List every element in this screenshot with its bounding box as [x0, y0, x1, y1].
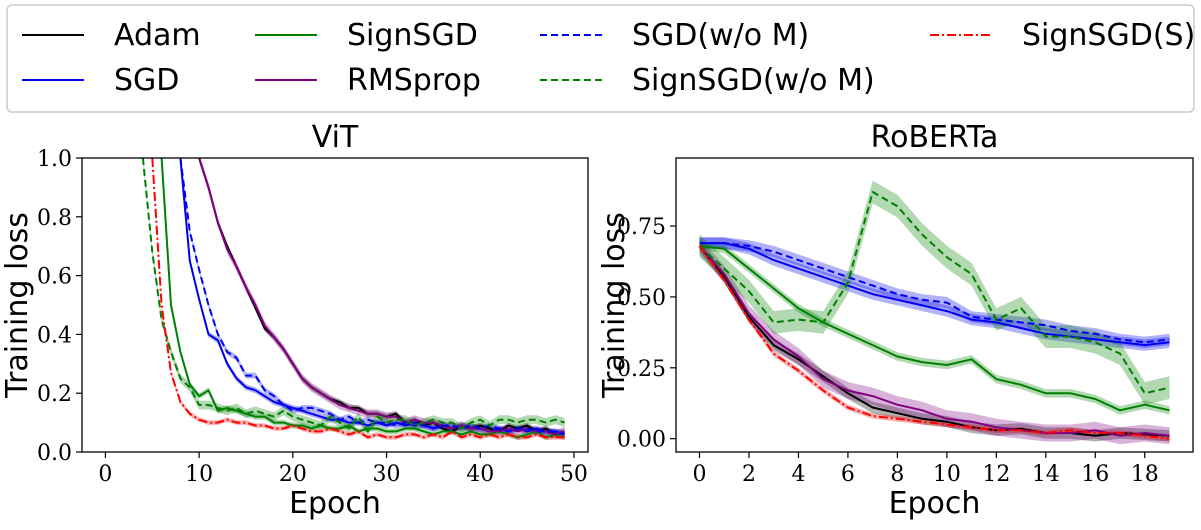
- band-adam: [199, 158, 565, 438]
- x-tick-label: 20: [279, 462, 307, 487]
- x-tick-label: 0: [693, 462, 707, 487]
- plot-area: [141, 158, 565, 441]
- legend-label-adam: Adam: [114, 18, 201, 53]
- band-sgd: [180, 158, 565, 438]
- series-line-signsgd: [160, 158, 565, 439]
- band-signsgd: [161, 158, 565, 441]
- x-tick-label: 16: [1081, 462, 1109, 487]
- x-tick-label: 4: [791, 462, 805, 487]
- series-line-rmsprop: [198, 158, 565, 436]
- band-signsgd-w-o-m: [699, 180, 1170, 405]
- plot-area: [698, 180, 1170, 445]
- y-axis-label: Training loss: [0, 212, 35, 399]
- series-line-signsgd-w-o-m: [141, 158, 565, 433]
- x-tick-label: 30: [373, 462, 401, 487]
- x-tick-label: 12: [982, 462, 1010, 487]
- chart-title: RoBERTa: [871, 120, 999, 155]
- legend-label-signsgd-s: SignSGD(S): [1022, 18, 1195, 53]
- series-line-signsgd-w-o-m: [698, 191, 1170, 395]
- y-axis-label: Training loss: [597, 212, 632, 399]
- y-tick-label: 0.4: [37, 323, 72, 348]
- vit-subplot: 0 10 20 30 40 50 0.0 0.2 0.4 0.6 0.8 1.0 ViT Epoch Tra…: [0, 120, 589, 521]
- x-tick-label: 14: [1032, 462, 1060, 487]
- x-tick-label: 18: [1131, 462, 1159, 487]
- x-tick-label: 0: [98, 462, 112, 487]
- x-tick-label: 50: [560, 462, 588, 487]
- roberta-subplot: 0 2 4 6 8 10 12 14 16 18 0.00 0.25 0.50 0.75 RoBERTa Ep…: [597, 120, 1194, 521]
- x-tick-label: 2: [742, 462, 756, 487]
- x-axis-label: Epoch: [289, 486, 381, 521]
- series-line-signsgd-s: [151, 158, 565, 439]
- y-tick-label: 0.25: [617, 357, 666, 382]
- series-line-rmsprop: [698, 245, 1170, 437]
- legend-label-rmsprop: RMSprop: [347, 63, 481, 98]
- series-line-sgd-w-o-m: [699, 242, 1170, 344]
- y-tick-label: 0.50: [617, 286, 666, 311]
- series-line-sgd: [179, 158, 565, 436]
- x-axis-label: Epoch: [889, 486, 981, 521]
- axes-frame: [81, 157, 589, 453]
- series-line-sgd-w-o-m: [179, 158, 565, 436]
- x-tick-label: 40: [466, 462, 494, 487]
- y-tick-label: 0.75: [617, 215, 666, 240]
- chart-title: ViT: [312, 120, 359, 155]
- legend: Adam SGD SignSGD RMSprop SGD(w/o M) SignSGD(w…: [6, 4, 1195, 113]
- legend-label-sgd-w-o-m: SGD(w/o M): [632, 18, 809, 53]
- y-tick-label: 0.6: [37, 265, 72, 290]
- legend-label-signsgd-w-o-m: SignSGD(w/o M): [632, 63, 875, 98]
- axes-frame: [675, 157, 1194, 453]
- band-sgd-w-o-m: [180, 158, 565, 438]
- series-line-signsgd-s: [698, 245, 1170, 440]
- x-tick-label: 8: [890, 462, 904, 487]
- x-tick-label: 10: [185, 462, 213, 487]
- series-line-adam: [698, 245, 1170, 437]
- series-line-signsgd: [699, 244, 1170, 412]
- series-line-sgd: [699, 242, 1170, 347]
- x-tick-label: 6: [841, 462, 855, 487]
- x-tick-label: 10: [933, 462, 961, 487]
- band-signsgd-s: [152, 158, 565, 440]
- y-tick-label: 0.0: [37, 441, 72, 466]
- y-tick-label: 0.2: [37, 382, 72, 407]
- y-tick-label: 1.0: [37, 147, 72, 172]
- y-tick-label: 0.8: [37, 206, 72, 231]
- band-sgd-w-o-m: [699, 237, 1170, 348]
- band-rmsprop: [199, 158, 565, 439]
- y-tick-label: 0.00: [617, 428, 666, 453]
- legend-frame: [6, 4, 1195, 113]
- legend-label-signsgd: SignSGD: [347, 18, 478, 53]
- series-line-adam: [198, 158, 565, 436]
- legend-label-sgd: SGD: [114, 63, 179, 98]
